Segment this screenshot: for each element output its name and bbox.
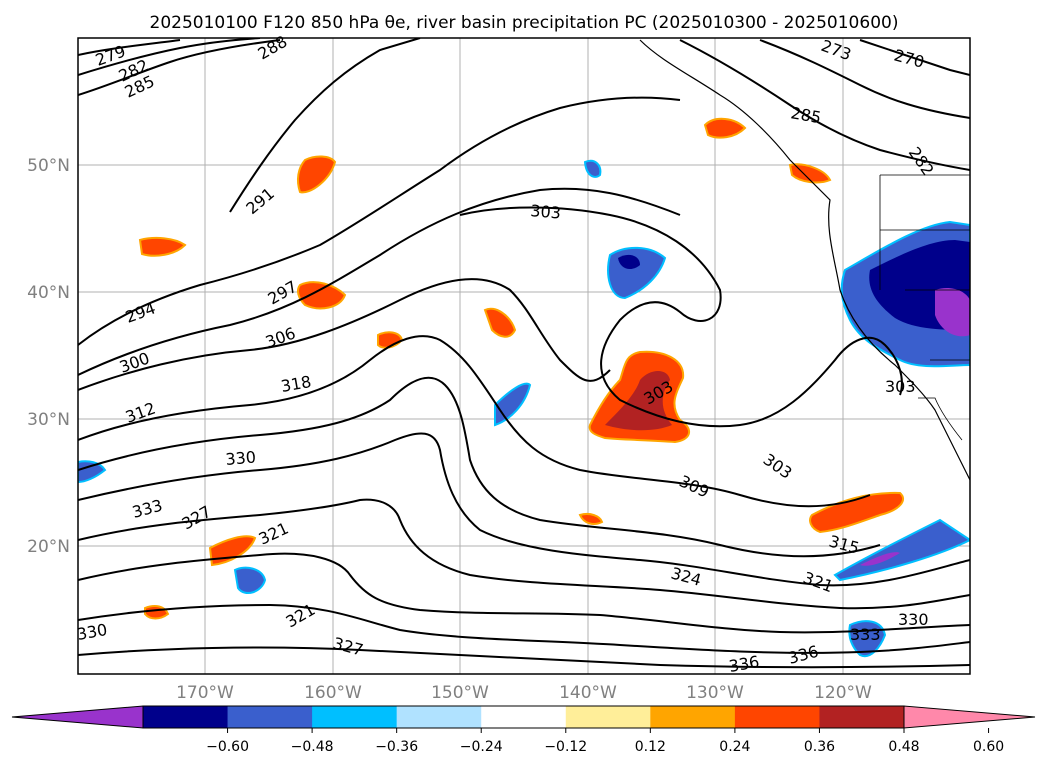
precip-blob-40n-162w [296,281,347,310]
precip-blob-53n-130w [703,117,747,139]
colorbar: −0.60 −0.48 −0.36 −0.24 −0.12 0.12 0.24 0.36 0.4… [11,705,1036,755]
colorbar-tick-label: 0.48 [888,739,919,755]
colorbar-segment [227,706,313,728]
colorbar-tick-label: 0.12 [635,739,666,755]
precip-blob-50n-140w [583,159,602,178]
contour-label-333-east: 333 [850,625,881,644]
precip-blob-22n-121w [809,491,905,534]
lat-label-40n: 40°N [27,283,70,303]
colorbar-ticks: −0.60 −0.48 −0.36 −0.24 −0.12 0.12 0.24 0.36 0.4… [206,728,1004,755]
precip-blob-17n-166w [233,566,267,595]
colorbar-segment [143,706,229,728]
contour-285 [78,39,281,96]
colorbar-tick-label: −0.24 [460,739,503,755]
contour-297 [78,187,681,376]
contour-label-330-west: 330 [225,447,257,469]
colorbar-low-outline [11,705,144,729]
precip-blob-18n-118w-peak [860,552,900,566]
state-borders [879,174,970,361]
lon-label-140w: 140°W [559,683,617,703]
coastline-north-america [639,39,970,481]
contour-303 [459,206,903,428]
colorbar-tick-label: −0.60 [206,739,249,755]
longitude-labels: 170°W 160°W 150°W 140°W 130°W 120°W [176,683,872,703]
colorbar-tick-label: 0.60 [973,739,1004,755]
contour-300 [78,278,611,391]
map-content [78,38,970,674]
contour-270 [859,39,970,76]
lat-label-30n: 30°N [27,410,70,430]
colorbar-extend-low [12,706,143,728]
lon-label-150w: 150°W [431,683,489,703]
contour-294 [78,96,681,346]
colorbar-tick-label: −0.12 [544,739,587,755]
colorbar-tick-label: −0.48 [291,739,334,755]
map-frame [77,37,971,675]
contour-273 [759,39,970,119]
contour-306 [78,335,871,508]
map-area [78,38,970,674]
precip-blob-49n-123w [788,163,832,184]
contour-312 [78,376,881,558]
precip-blob-west-us-peak [935,288,970,337]
colorbar-segment [734,706,820,728]
contour-333 [78,603,970,654]
lon-label-130w: 130°W [686,683,744,703]
colorbar-segment [396,706,482,728]
contour-285-east [679,39,970,171]
precip-blob-13n-172w [144,605,170,620]
precip-blob-50n-162w [296,155,337,194]
contour-330 [78,552,970,634]
contour-318 [78,432,970,587]
colorbar-tick-label: −0.36 [375,739,418,755]
contour-282 [78,38,261,76]
colorbar-segment [312,706,398,728]
colorbar-segment [650,706,736,728]
coastline [639,39,970,481]
precip-blob-27n-180w [78,460,107,484]
mexico-border [918,397,963,441]
precip-blob-20n-140w [578,512,604,525]
lon-label-120w: 120°W [814,683,872,703]
precip-blob-37n-149w [483,307,517,338]
precip-blob-40n-140w-core [618,254,640,270]
colorbar-tick-label: 0.36 [804,739,835,755]
lon-label-160w: 160°W [304,683,362,703]
colorbar-extend-high [904,706,1035,728]
colorbar-high-outline [903,705,1036,729]
colorbar-tick-label: 0.24 [719,739,750,755]
lat-label-20n: 20°N [27,537,70,557]
colorbar-segment [819,706,905,728]
contour-label-303-coast: 303 [885,377,916,396]
latitude-labels: 50°N 40°N 30°N 20°N [27,156,70,557]
lon-label-170w: 170°W [176,683,234,703]
contour-336 [78,646,970,669]
contour-label-330-east: 330 [898,610,929,629]
chart-title: 2025010100 F120 850 hPa θe, river basin … [150,13,899,33]
colorbar-segment [565,706,651,728]
contour-279 [78,39,181,56]
contour-label-303-north: 303 [530,201,562,223]
contour-291 [229,38,421,213]
contour-324 [78,498,970,610]
lat-label-50n: 50°N [27,156,70,176]
colorbar-segments [143,706,905,728]
precip-blob-43n-173w [138,236,187,257]
theta-e-contours [78,38,970,669]
colorbar-segment [481,706,567,728]
